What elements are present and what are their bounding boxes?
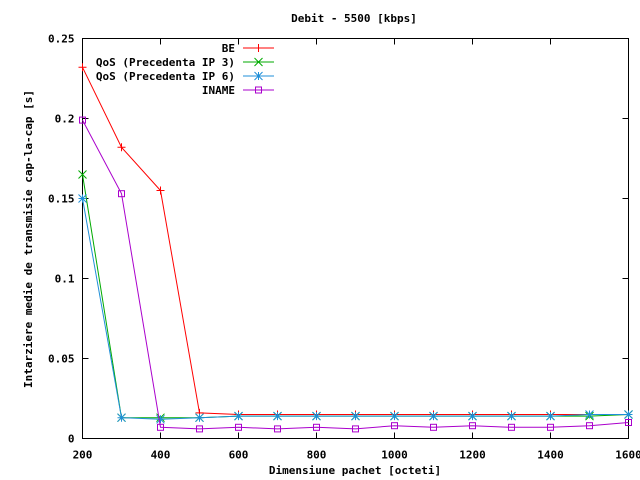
data-point [312, 411, 321, 421]
data-point [547, 423, 554, 431]
data-point [274, 425, 281, 433]
legend-marker [254, 71, 263, 81]
data-point [469, 422, 476, 430]
series-line [82, 198, 629, 420]
y-tick-label: 0 [68, 433, 75, 446]
data-point [79, 116, 86, 124]
data-point [234, 411, 243, 421]
data-point [352, 425, 359, 433]
x-axis: 200 400 600 800 1000 1200 1400 1600 [73, 38, 640, 462]
series-3 [79, 116, 632, 433]
data-point [546, 411, 555, 421]
data-point [585, 410, 594, 419]
y-tick-label: 0.2 [55, 113, 75, 126]
legend-label: BE [222, 42, 235, 55]
y-axis-label: Intarziere medie de transmisie cap-la-ca… [22, 90, 35, 388]
data-point [391, 422, 398, 430]
y-tick-label: 0.15 [48, 193, 75, 206]
x-tick-label: 200 [73, 449, 93, 462]
series-line [82, 119, 629, 430]
x-tick-label: 1000 [381, 449, 408, 462]
legend-marker [254, 44, 263, 52]
series-1 [78, 170, 633, 423]
y-tick-label: 0.05 [48, 353, 75, 366]
series-line [82, 67, 629, 415]
data-point [273, 411, 282, 421]
data-point [625, 419, 632, 426]
x-tick-label: 800 [307, 449, 327, 462]
y-tick-label: 0.25 [48, 33, 75, 46]
chart-title: Debit - 5500 [kbps] [291, 12, 417, 25]
data-point [351, 411, 360, 421]
x-tick-label: 1200 [459, 449, 486, 462]
legend-label: QoS (Precedenta IP 6) [96, 70, 235, 83]
data-point [157, 423, 164, 431]
data-point [430, 423, 437, 431]
data-point [78, 194, 87, 203]
data-point [507, 411, 516, 421]
x-tick-label: 1400 [537, 449, 564, 462]
data-point [78, 63, 87, 72]
data-point [118, 190, 125, 198]
data-point [586, 422, 593, 430]
data-point [195, 413, 204, 423]
data-point [313, 423, 320, 431]
series-0 [78, 63, 633, 419]
data-point [508, 423, 515, 431]
y-tick-label: 0.1 [55, 273, 75, 286]
series-2 [78, 194, 633, 424]
series-layer [78, 63, 633, 433]
data-point [78, 170, 87, 179]
legend-marker [255, 86, 262, 94]
data-point [117, 413, 126, 423]
data-point [235, 423, 242, 431]
x-tick-label: 600 [229, 449, 249, 462]
data-point [624, 410, 633, 419]
y-axis: 0 0.05 0.1 0.15 0.2 0.25 [48, 33, 629, 446]
data-point [468, 411, 477, 421]
x-tick-label: 1600 [615, 449, 640, 462]
data-point [117, 143, 126, 152]
x-tick-label: 400 [151, 449, 171, 462]
data-point [156, 414, 165, 424]
plot-frame [82, 38, 629, 439]
x-axis-label: Dimensiune pachet [octeti] [269, 464, 441, 477]
data-point [390, 411, 399, 421]
legend-label: INAME [202, 84, 235, 97]
legend-marker [254, 57, 263, 67]
data-point [196, 425, 203, 433]
data-point [156, 186, 165, 195]
data-point [429, 411, 438, 421]
legend-label: QoS (Precedenta IP 3) [96, 56, 235, 69]
